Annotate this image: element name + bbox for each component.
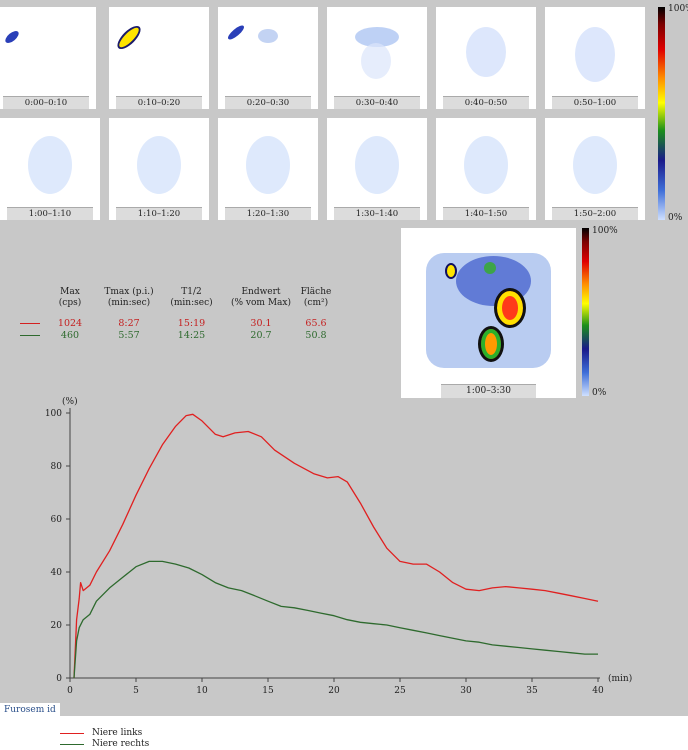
legend-swatch [60,744,84,746]
tracer-blob [137,136,181,194]
frame-label: 0:40–0:50 [443,96,529,109]
stats-value: 5:57 [118,330,140,341]
stats-value: 20.7 [250,330,272,341]
frame-label: 0:10–0:20 [116,96,202,109]
series-line-niere-rechts [73,560,598,679]
renogram-chart: 0 20 40 60 80 100 0 5 10 15 20 25 30 35 40 (%) (min) [45,396,632,696]
colorbar-big-max: 100% [592,226,618,236]
frame-label: 1:50–2:00 [552,207,638,220]
y-tick-label: 80 [51,462,63,472]
tracer-blob [573,136,617,194]
stats-value: 15:19 [177,318,206,329]
tracer-blob [575,27,615,82]
scan-frame: 1:00–1:10 [0,118,100,220]
x-tick-label: 25 [394,686,406,696]
summary-scan: 1:00–3:30 [401,228,576,398]
scan-frame: 0:40–0:50 [436,7,536,109]
x-axis-label: (min) [608,673,632,684]
tracer-blob [226,23,246,42]
scan-frame: 1:40–1:50 [436,118,536,220]
colorbar-big-min: 0% [592,388,607,398]
stats-header: Tmax (p.i.) (min:sec) [104,287,154,308]
frame-label: 1:20–1:30 [225,207,311,220]
y-axis-label: (%) [62,396,78,407]
tracer-blob [355,27,399,47]
tracer-blob [466,27,506,77]
x-tick-label: 20 [328,686,340,696]
stats-header: Endwert (% vom Max) [231,287,291,308]
kidney-left-hotspot [494,288,526,328]
tracer-blob [28,136,72,194]
x-tick-label: 15 [262,686,274,696]
stats-value: 65.6 [305,318,327,329]
frame-label: 1:30–1:40 [334,207,420,220]
summary-label: 1:00–3:30 [441,384,536,398]
scan-frame: 1:50–2:00 [545,118,645,220]
y-tick-label: 60 [51,515,63,525]
scan-frame: 0:10–0:20 [109,7,209,109]
frame-label: 0:30–0:40 [334,96,420,109]
tracer-blob [258,29,278,43]
series-line-niere-links [73,413,599,679]
legend-swatch [60,733,84,735]
colorbar-big [582,228,589,396]
legend-label: Niere rechts [92,739,150,749]
stats-value: 1024 [57,318,83,329]
kidney-right-hotspot [478,326,504,362]
x-tick-label: 0 [67,686,73,696]
tracer-blob [361,43,391,79]
scan-frame: 0:20–0:30 [218,7,318,109]
tracer-blob [3,28,21,46]
spot-left [445,263,457,279]
frame-label: 1:10–1:20 [116,207,202,220]
stats-header: Max (cps) [58,287,82,308]
frame-label: 0:50–1:00 [552,96,638,109]
scan-frame: 1:30–1:40 [327,118,427,220]
stats-row-swatch [20,323,40,325]
y-tick-label: 0 [56,674,62,684]
x-tick-label: 10 [196,686,208,696]
scan-frame: 0:50–1:00 [545,7,645,109]
colorbar-top [658,7,665,220]
figure-panel: 0:00–0:10 0:10–0:20 0:20–0:30 0:30–0:40 … [0,0,688,716]
stats-value: 30.1 [250,318,272,329]
x-tick-label: 40 [592,686,604,696]
spot-center [484,262,496,274]
x-tick-label: 5 [133,686,139,696]
x-tick-label: 30 [460,686,472,696]
frame-label: 1:00–1:10 [7,207,93,220]
scan-frame: 0:30–0:40 [327,7,427,109]
legend-item-niere-rechts: Niere rechts [60,739,149,750]
stats-row-swatch [20,335,40,337]
colorbar-top-min: 0% [668,213,683,223]
frame-label: 0:00–0:10 [3,96,89,109]
scan-frame: 1:10–1:20 [109,118,209,220]
stats-value: 460 [60,330,80,341]
legend: Niere links Niere rechts [60,728,149,750]
tracer-blob [464,136,508,194]
scan-frame: 1:20–1:30 [218,118,318,220]
tracer-blob [246,136,290,194]
y-tick-label: 20 [51,621,63,631]
tracer-blob [113,22,145,53]
tracer-blob [355,136,399,194]
stats-header: T1/2 (min:sec) [170,287,213,308]
y-tick-label: 40 [51,568,63,578]
frame-label: 0:20–0:30 [225,96,311,109]
colorbar-top-max: 100% [668,4,688,14]
legend-item-niere-links: Niere links [60,728,149,739]
y-tick-label: 100 [45,409,62,419]
x-tick-label: 35 [526,686,538,696]
frame-label: 1:40–1:50 [443,207,529,220]
stats-value: 8:27 [118,318,140,329]
stats-header: Fläche (cm²) [300,287,332,308]
furosemide-annotation: Furosem id [0,703,60,717]
stats-value: 14:25 [177,330,206,341]
stats-value: 50.8 [305,330,327,341]
legend-label: Niere links [92,728,143,738]
scan-frame: 0:00–0:10 [0,7,96,109]
